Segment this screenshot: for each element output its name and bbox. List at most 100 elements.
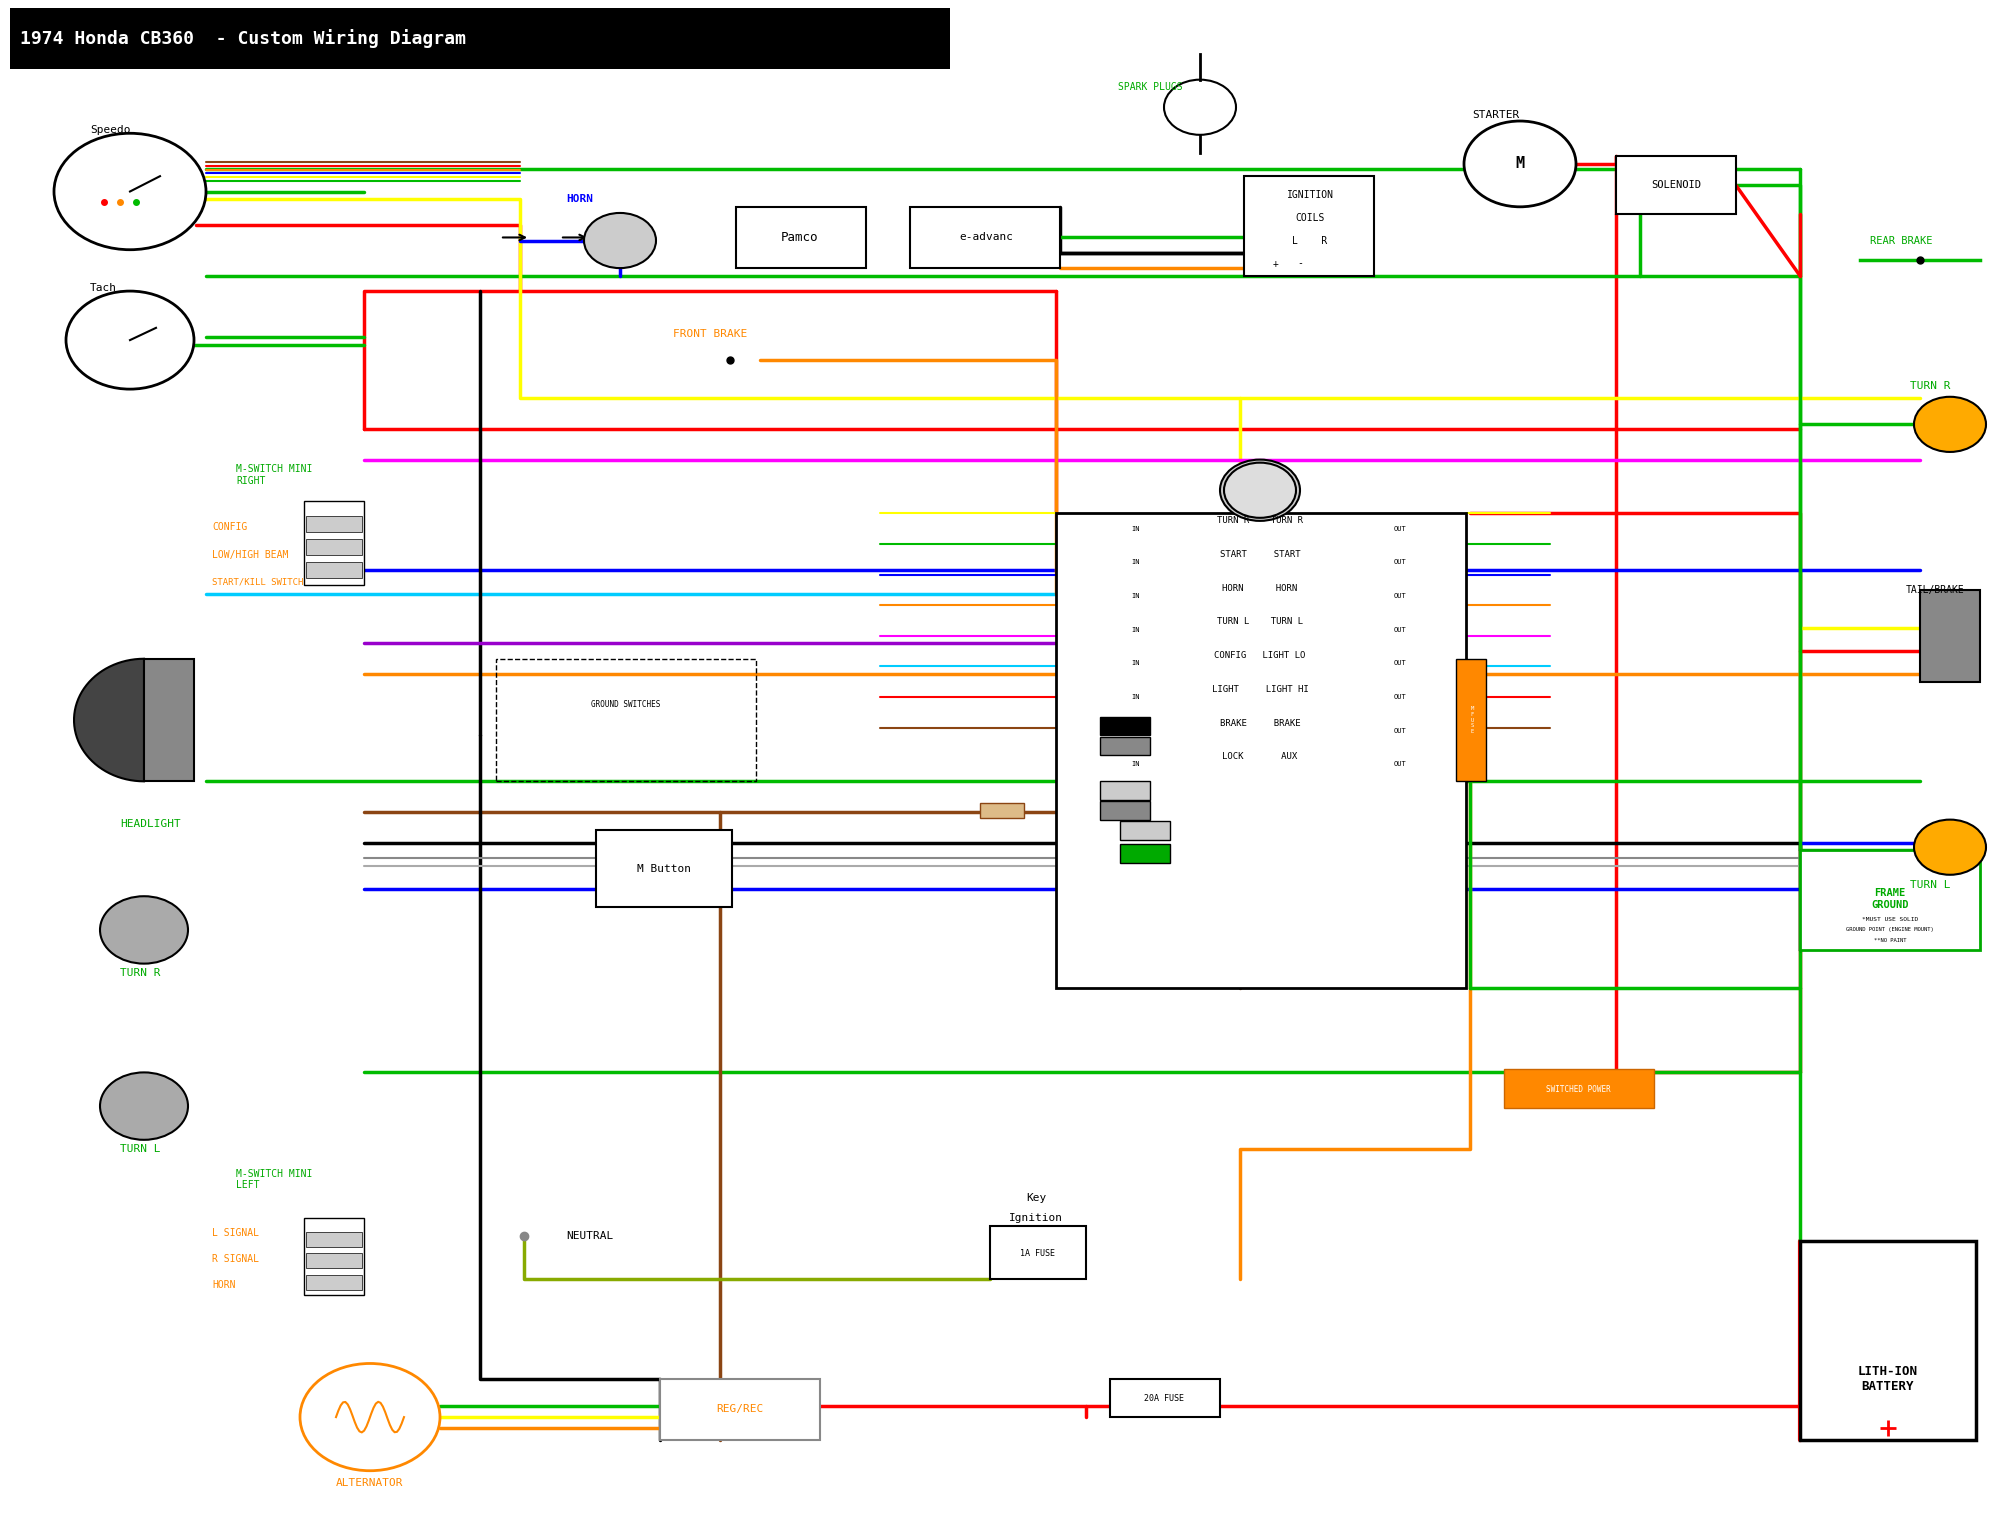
Bar <box>1120 844 1170 863</box>
Text: COILS: COILS <box>1296 213 1324 222</box>
Text: OUT: OUT <box>1394 728 1406 734</box>
Bar <box>1456 659 1486 781</box>
Text: TAIL/BRAKE: TAIL/BRAKE <box>1906 585 1964 594</box>
Text: e-advanc: e-advanc <box>960 233 1014 242</box>
Bar <box>306 1253 362 1268</box>
Text: OUT: OUT <box>1394 660 1406 666</box>
Text: M Button: M Button <box>636 864 692 873</box>
Text: CONFIG   LIGHT LO: CONFIG LIGHT LO <box>1214 651 1306 660</box>
Text: Key: Key <box>1026 1193 1046 1203</box>
Text: CONFIG: CONFIG <box>212 522 248 532</box>
Text: IN: IN <box>1132 761 1140 768</box>
Text: OUT: OUT <box>1394 694 1406 700</box>
Text: M-SWITCH MINI
LEFT: M-SWITCH MINI LEFT <box>236 1169 312 1190</box>
Text: NEUTRAL: NEUTRAL <box>566 1232 614 1241</box>
Text: SWITCHED POWER: SWITCHED POWER <box>1546 1085 1610 1094</box>
Text: M: M <box>1516 156 1524 172</box>
Bar <box>306 516 362 532</box>
Text: Speedo: Speedo <box>90 126 130 135</box>
Text: HORN: HORN <box>212 1281 236 1290</box>
Bar <box>910 207 1060 268</box>
Text: TURN R    TURN R: TURN R TURN R <box>1216 516 1304 525</box>
Circle shape <box>584 213 656 268</box>
Text: LIGHT     LIGHT HI: LIGHT LIGHT HI <box>1212 685 1308 694</box>
Text: IN: IN <box>1132 593 1140 599</box>
Text: FRONT BRAKE: FRONT BRAKE <box>672 329 748 339</box>
Text: M
F
U
S
E: M F U S E <box>1470 706 1474 734</box>
Text: BRAKE     BRAKE: BRAKE BRAKE <box>1220 719 1300 728</box>
Text: LITH-ION
BATTERY: LITH-ION BATTERY <box>1858 1365 1918 1393</box>
Text: OUT: OUT <box>1394 525 1406 532</box>
Bar <box>1800 1241 1976 1440</box>
Text: Pamco: Pamco <box>782 231 818 244</box>
Bar <box>1244 176 1374 276</box>
Bar <box>660 1379 820 1440</box>
Text: +: + <box>1274 259 1278 268</box>
Bar <box>990 1226 1086 1279</box>
Text: L SIGNAL: L SIGNAL <box>212 1229 260 1238</box>
Text: IN: IN <box>1132 728 1140 734</box>
Bar <box>306 539 362 555</box>
Text: -: - <box>1298 259 1302 268</box>
Circle shape <box>1164 80 1236 135</box>
Text: 1A FUSE: 1A FUSE <box>1020 1249 1056 1258</box>
Bar <box>1800 850 1980 950</box>
Bar <box>304 1218 364 1295</box>
Text: GROUND POINT (ENGINE MOUNT): GROUND POINT (ENGINE MOUNT) <box>1846 927 1934 933</box>
Text: IN: IN <box>1132 559 1140 565</box>
Circle shape <box>100 896 188 964</box>
Text: OUT: OUT <box>1394 627 1406 633</box>
Bar <box>144 659 194 781</box>
Text: TURN L    TURN L: TURN L TURN L <box>1216 617 1304 627</box>
Polygon shape <box>74 659 144 781</box>
Bar <box>496 659 756 781</box>
Bar <box>596 830 732 907</box>
Circle shape <box>100 1072 188 1140</box>
Circle shape <box>66 291 194 389</box>
Text: L    R: L R <box>1292 236 1328 245</box>
Text: 1974 Honda CB360  - Custom Wiring Diagram: 1974 Honda CB360 - Custom Wiring Diagram <box>20 29 466 47</box>
Text: FRAME
GROUND: FRAME GROUND <box>1872 889 1908 910</box>
Bar <box>1616 156 1736 214</box>
Text: Tach: Tach <box>90 283 116 293</box>
Text: IN: IN <box>1132 694 1140 700</box>
Text: HORN      HORN: HORN HORN <box>1222 584 1298 593</box>
Circle shape <box>1914 397 1986 452</box>
Text: START/KILL SWITCH: START/KILL SWITCH <box>212 578 304 587</box>
Text: TURN L: TURN L <box>1910 881 1950 890</box>
Text: GROUND SWITCHES: GROUND SWITCHES <box>592 700 660 709</box>
Text: Ignition: Ignition <box>1010 1213 1064 1223</box>
Text: IN: IN <box>1132 660 1140 666</box>
Bar <box>1504 1069 1654 1108</box>
Text: ALTERNATOR: ALTERNATOR <box>336 1478 404 1488</box>
Bar <box>1110 1379 1220 1417</box>
Text: LOCK       AUX: LOCK AUX <box>1222 752 1298 761</box>
Bar <box>1920 590 1980 682</box>
Text: STARTER: STARTER <box>1472 110 1520 119</box>
Text: TURN L: TURN L <box>120 1144 160 1154</box>
Circle shape <box>1914 820 1986 875</box>
Bar <box>980 803 1024 818</box>
Bar <box>10 8 950 69</box>
Text: IGNITION: IGNITION <box>1286 190 1334 199</box>
Text: TURN R: TURN R <box>120 968 160 977</box>
Text: **NO PAINT: **NO PAINT <box>1874 938 1906 944</box>
Bar <box>1056 513 1466 988</box>
Text: R SIGNAL: R SIGNAL <box>212 1255 260 1264</box>
Text: REG/REC: REG/REC <box>716 1405 764 1414</box>
Text: REAR BRAKE: REAR BRAKE <box>1870 236 1932 245</box>
Bar <box>306 562 362 578</box>
Text: M-SWITCH MINI
RIGHT: M-SWITCH MINI RIGHT <box>236 464 312 486</box>
Text: 20A FUSE: 20A FUSE <box>1144 1394 1184 1403</box>
Text: *MUST USE SOLID: *MUST USE SOLID <box>1862 916 1918 922</box>
Text: OUT: OUT <box>1394 559 1406 565</box>
Text: HEADLIGHT: HEADLIGHT <box>120 820 180 829</box>
Bar <box>1100 717 1150 735</box>
Bar <box>1100 781 1150 800</box>
Text: OUT: OUT <box>1394 593 1406 599</box>
Bar <box>736 207 866 268</box>
Bar <box>1100 801 1150 820</box>
Text: HORN: HORN <box>566 195 594 204</box>
Text: SOLENOID: SOLENOID <box>1652 181 1700 190</box>
Text: IN: IN <box>1132 525 1140 532</box>
